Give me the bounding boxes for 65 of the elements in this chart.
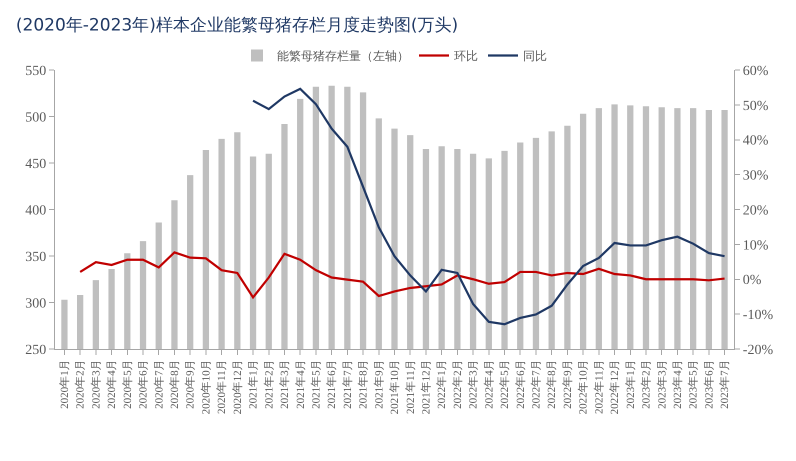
x-tick-label: 2020年4月 [106, 359, 118, 409]
y-tick-label: 350 [25, 250, 46, 265]
x-tick-label: 2022年1月 [436, 359, 448, 409]
x-tick-label: 2021年12月 [420, 359, 433, 414]
x-tick-label: 2023年7月 [719, 359, 732, 409]
x-tick-label: 2022年5月 [499, 359, 512, 409]
x-tick-label: 2022年6月 [514, 359, 527, 409]
line-series [79, 251, 726, 298]
x-tick-label: 2022年10月 [578, 359, 590, 414]
x-tick-label: 2023年1月 [624, 359, 637, 409]
y2-tick-label: 50% [742, 98, 769, 114]
x-tick-label: 2021年6月 [326, 359, 338, 409]
x-tick-label: 2022年7月 [530, 359, 543, 409]
x-tick-label: 2021年11月 [404, 359, 417, 414]
x-tick-label: 2023年3月 [656, 359, 668, 409]
x-tick-label: 2022年9月 [562, 359, 574, 409]
x-tick-label: 2020年11月 [216, 359, 228, 414]
x-tick-label: 2021年5月 [310, 359, 322, 409]
y2-tick-label: 30% [742, 168, 769, 184]
legend-label: 同比 [523, 49, 547, 64]
legend-label: 环比 [454, 49, 478, 64]
y2-tick-label: 10% [742, 238, 769, 254]
x-tick-label: 2022年12月 [609, 359, 622, 414]
x-tick-label: 2021年9月 [373, 359, 386, 409]
x-tick-label: 2022年3月 [468, 359, 480, 409]
x-tick-label: 2020年6月 [138, 359, 150, 409]
x-tick-label: 2022年4月 [483, 359, 496, 409]
x-tick-label: 2023年2月 [640, 359, 653, 409]
y2-tick-label: 0% [742, 273, 762, 288]
y-tick-label: 300 [25, 296, 46, 312]
chart-title: (2020年-2023年)样本企业能繁母猪存栏月度走势图(万头) [16, 15, 458, 36]
y2-tick-label: 20% [742, 203, 769, 218]
x-tick-label: 2021年4月 [294, 359, 307, 409]
x-tick-label: 2021年2月 [263, 359, 276, 409]
y2-tick-label: -20% [742, 342, 774, 358]
x-tick-label: 2021年8月 [358, 359, 370, 409]
x-tick-label: 2022年2月 [452, 359, 464, 409]
y-tick-label: 550 [25, 64, 46, 79]
x-tick-label: 2022年8月 [546, 359, 558, 409]
y2-tick-label: 40% [742, 134, 769, 149]
y2-tick-label: 60% [742, 64, 769, 79]
y-tick-label: 500 [25, 110, 46, 126]
x-tick-label: 2020年8月 [169, 359, 182, 409]
x-tick-label: 2023年4月 [672, 359, 684, 409]
x-tick-label: 2020年2月 [74, 359, 87, 409]
y2-tick-label: -10% [742, 308, 774, 324]
x-tick-label: 2020年9月 [184, 359, 197, 409]
line-series [252, 88, 726, 326]
x-tick-label: 2020年7月 [153, 359, 166, 409]
x-tick-label: 2020年1月 [59, 359, 72, 409]
x-tick-label: 2021年3月 [279, 359, 292, 409]
legend-label: 能繁母猪存栏量（左轴） [277, 49, 409, 64]
x-tick-label: 2020年10月 [200, 359, 212, 414]
x-tick-label: 2021年7月 [342, 359, 354, 409]
x-tick-label: 2020年12月 [232, 359, 244, 414]
x-tick-label: 2023年6月 [703, 359, 716, 409]
y-tick-label: 400 [25, 203, 46, 218]
x-tick-label: 2020年5月 [122, 359, 134, 409]
x-tick-label: 2022年11月 [593, 359, 606, 414]
y-tick-label: 250 [25, 342, 46, 358]
x-tick-label: 2021年10月 [389, 359, 402, 414]
y-tick-label: 450 [25, 156, 46, 172]
x-tick-label: 2023年5月 [688, 359, 700, 409]
x-tick-label: 2021年1月 [248, 359, 260, 409]
x-tick-label: 2020年3月 [90, 359, 102, 409]
